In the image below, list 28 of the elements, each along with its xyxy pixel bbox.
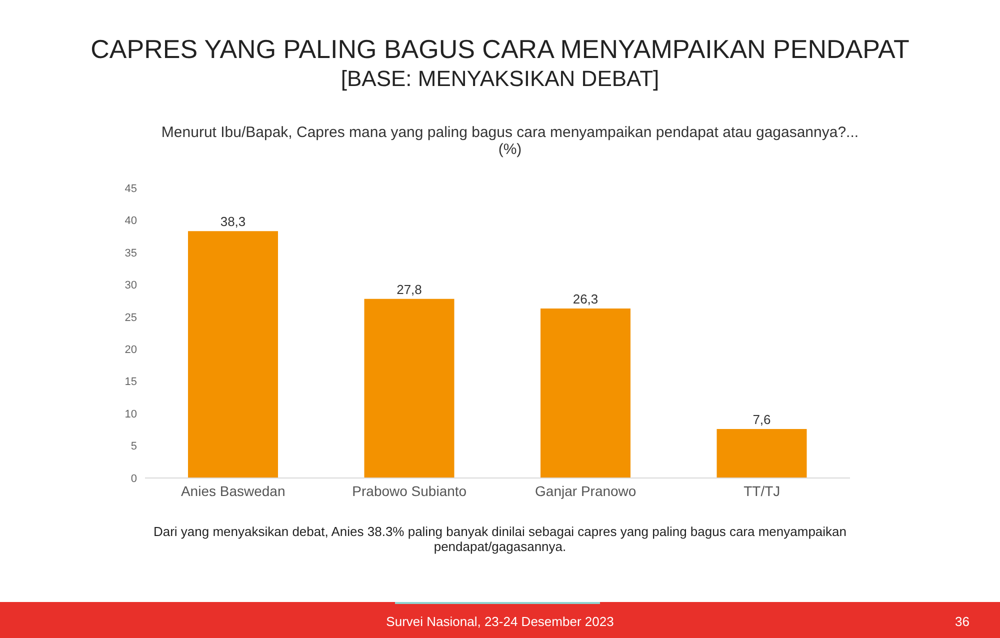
text: 36 [955, 614, 970, 629]
bar [364, 298, 454, 478]
text: Dari yang menyaksikan debat, Anies 38.3% paling banyak dinilai sebagai capres yang paling bagus cara menyampaikan pendapat/gagasannya. [152, 524, 848, 554]
bar [716, 429, 807, 478]
y-tick-label: 0 [130, 472, 137, 485]
data-label: 27,8 [396, 282, 422, 297]
y-tick-label: 40 [124, 215, 137, 228]
chart-subtitle: [BASE: MENYAKSIKAN DEBAT] [340, 66, 660, 92]
x-tick-label: Anies Baswedan [180, 482, 286, 499]
y-tick-label: 10 [124, 408, 137, 420]
data-label: 7,6 [752, 412, 771, 428]
y-tick-label: 15 [124, 376, 137, 388]
text: Survei Nasional, 23-24 Desember 2023 [386, 614, 614, 629]
chart-title: CAPRES YANG PALING BAGUS CARA MENYAMPAIKAN PENDAPAT [90, 34, 910, 65]
y-tick-label: 45 [124, 182, 137, 195]
data-label: 38,3 [220, 214, 246, 230]
text: Menurut Ibu/Bapak, Capres mana yang paling bagus cara menyampaikan pendapat atau gagasannya?...(%) [160, 124, 860, 158]
x-tick-label: TT/TJ [744, 482, 780, 499]
y-tick-label: 25 [124, 312, 137, 324]
bar [540, 308, 630, 478]
data-label: 26,3 [572, 292, 598, 307]
y-tick-label: 35 [124, 247, 137, 260]
y-tick-label: 30 [124, 280, 137, 292]
x-tick-label: Ganjar Pranowo [535, 482, 636, 499]
bar [188, 231, 278, 478]
y-tick-label: 20 [124, 344, 137, 356]
x-tick-label: Prabowo Subianto [352, 482, 467, 499]
y-tick-label: 5 [130, 440, 137, 453]
